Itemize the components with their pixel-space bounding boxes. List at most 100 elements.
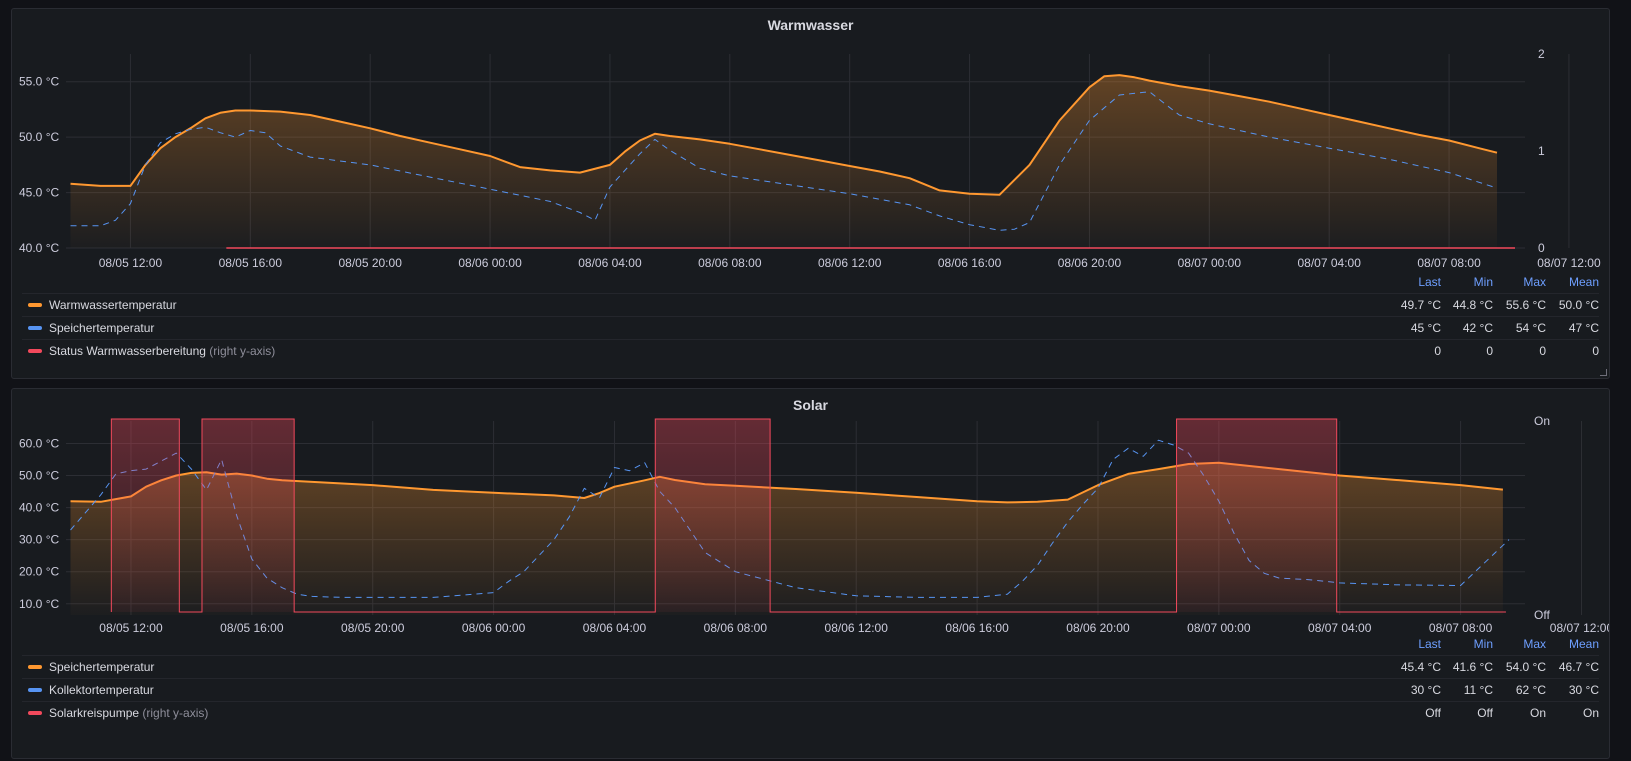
legend-color-swatch[interactable] <box>28 326 42 330</box>
panel-title[interactable]: Warmwasser <box>767 17 854 33</box>
y-left-tick-label: 45.0 °C <box>19 186 59 200</box>
warmwasser-legend: Last Min Max Mean Warmwassertemperatur 49… <box>22 273 1599 362</box>
x-tick-label: 08/06 04:00 <box>578 256 642 270</box>
legend-series-name[interactable]: Kollektortemperatur <box>49 683 154 697</box>
legend-row-warmwassertemperatur[interactable]: Warmwassertemperatur 49.7 °C 44.8 °C 55.6 °… <box>22 293 1599 316</box>
legend-value-max: 62 °C <box>1515 683 1546 697</box>
y-left-tick-label: 40.0 °C <box>19 241 59 255</box>
legend-color-swatch[interactable] <box>28 711 42 715</box>
legend-color-swatch[interactable] <box>28 349 42 353</box>
x-tick-label: 08/06 04:00 <box>583 621 647 635</box>
y-left-tick-label: 55.0 °C <box>19 75 59 89</box>
x-tick-label: 08/06 08:00 <box>698 256 762 270</box>
legend-value-min: Off <box>1477 706 1493 720</box>
y-left-tick-label: 40.0 °C <box>19 501 59 515</box>
pump-on-area <box>201 419 295 612</box>
x-tick-label: 08/05 20:00 <box>338 256 402 270</box>
y-left-tick-label: 20.0 °C <box>19 565 59 579</box>
legend-header: Last Min Max Mean <box>22 273 1599 293</box>
x-tick-label: 08/06 20:00 <box>1066 621 1130 635</box>
legend-value-min: 0 <box>1486 344 1493 358</box>
pump-on-area <box>655 419 771 612</box>
legend-header-min[interactable]: Min <box>1473 637 1493 651</box>
legend-series-name[interactable]: Solarkreispumpe (right y-axis) <box>49 706 208 720</box>
legend-value-max: 54.0 °C <box>1505 660 1546 674</box>
x-tick-label: 08/05 20:00 <box>341 621 405 635</box>
y-left-tick-label: 30.0 °C <box>19 533 59 547</box>
legend-series-name[interactable]: Speichertemperatur <box>49 321 154 335</box>
legend-series-label: Warmwassertemperatur <box>49 298 177 312</box>
series-solarkreispumpe <box>110 418 1506 613</box>
legend-header-mean[interactable]: Mean <box>1568 637 1599 651</box>
legend-header-max[interactable]: Max <box>1523 637 1546 651</box>
y-right-tick-label: Off <box>1534 608 1550 622</box>
legend-header-last[interactable]: Last <box>1418 637 1441 651</box>
x-tick-label: 08/05 12:00 <box>99 621 163 635</box>
legend-value-last: 0 <box>1434 344 1441 358</box>
legend-value-max: On <box>1529 706 1546 720</box>
legend-row-speichertemperatur[interactable]: Speichertemperatur 45.4 °C 41.6 °C 54.0 °C 4… <box>22 655 1599 678</box>
x-tick-label: 08/05 16:00 <box>219 256 283 270</box>
x-tick-label: 08/07 08:00 <box>1417 256 1481 270</box>
legend-series-label: Speichertemperatur <box>49 660 155 674</box>
legend-value-mean: 47 °C <box>1568 321 1599 335</box>
legend-header-max[interactable]: Max <box>1523 275 1546 289</box>
legend-header-min[interactable]: Min <box>1473 275 1493 289</box>
legend-value-min: 44.8 °C <box>1452 298 1493 312</box>
x-tick-label: 08/07 04:00 <box>1308 621 1372 635</box>
legend-value-mean: 50.0 °C <box>1558 298 1599 312</box>
series-warmwassertemperatur <box>70 74 1498 248</box>
x-tick-label: 08/06 12:00 <box>818 256 882 270</box>
legend-value-min: 11 °C <box>1463 683 1493 697</box>
series-line <box>70 74 1498 196</box>
x-tick-label: 08/06 20:00 <box>1058 256 1122 270</box>
legend-series-name[interactable]: Warmwassertemperatur <box>49 298 177 312</box>
legend-row-solarkreispumpe[interactable]: Solarkreispumpe (right y-axis) Off Off On On <box>22 701 1599 724</box>
x-tick-label: 08/07 04:00 <box>1297 256 1361 270</box>
x-tick-label: 08/05 16:00 <box>220 621 284 635</box>
solar-panel: Solar 10.0 °C 20.0 °C 30.0 °C 40.0 °C 50.0 °… <box>11 388 1610 759</box>
pump-state-line <box>110 418 1506 613</box>
legend-axis-note: (right y-axis) <box>139 706 209 720</box>
panel-title[interactable]: Solar <box>792 397 828 413</box>
legend-value-max: 0 <box>1539 344 1546 358</box>
y-left-tick-label: 10.0 °C <box>19 597 59 611</box>
legend-series-label: Status Warmwasserbereitung <box>49 344 206 358</box>
legend-header-mean[interactable]: Mean <box>1568 275 1599 289</box>
legend-value-last: 45.4 °C <box>1400 660 1441 674</box>
legend-series-name[interactable]: Speichertemperatur <box>49 660 154 674</box>
legend-row-speichertemperatur[interactable]: Speichertemperatur 45 °C 42 °C 54 °C 47 °C <box>22 316 1599 339</box>
legend-color-swatch[interactable] <box>28 665 42 669</box>
x-tick-label: 08/07 12:00 <box>1537 256 1601 270</box>
legend-value-mean: On <box>1582 706 1599 720</box>
legend-value-min: 42 °C <box>1462 321 1493 335</box>
x-tick-label: 08/06 16:00 <box>938 256 1002 270</box>
y-left-tick-label: 60.0 °C <box>19 436 59 450</box>
x-tick-label: 08/06 12:00 <box>825 621 889 635</box>
legend-value-min: 41.6 °C <box>1452 660 1493 674</box>
legend-value-mean: 0 <box>1592 344 1599 358</box>
warmwasser-chart[interactable]: 40.0 °C 45.0 °C 50.0 °C 55.0 °C 0 1 2 08/05 12:… <box>12 9 1609 279</box>
warmwasser-panel: Warmwasser 40.0 °C 45.0 °C 50.0 °C 55.0 °C 0… <box>11 8 1610 379</box>
legend-row-status-warmwasserbereitung[interactable]: Status Warmwasserbereitung (right y-axis… <box>22 339 1599 362</box>
legend-header: Last Min Max Mean <box>22 635 1599 655</box>
x-tick-label: 08/05 12:00 <box>99 256 163 270</box>
legend-color-swatch[interactable] <box>28 303 42 307</box>
series-area <box>70 462 1503 615</box>
legend-axis-note: (right y-axis) <box>205 344 276 358</box>
legend-series-label: Speichertemperatur <box>49 321 155 335</box>
x-tick-label: 08/07 00:00 <box>1178 256 1242 270</box>
solar-chart[interactable]: 10.0 °C 20.0 °C 30.0 °C 40.0 °C 50.0 °C 60.0 … <box>12 389 1609 659</box>
series-speichertemperatur <box>70 91 1498 231</box>
legend-series-label: Solarkreispumpe <box>49 706 140 720</box>
legend-series-name[interactable]: Status Warmwasserbereitung (right y-axis… <box>49 344 275 358</box>
legend-row-kollektortemperatur[interactable]: Kollektortemperatur 30 °C 11 °C 62 °C 30 °C <box>22 678 1599 701</box>
y-right-tick-label: 1 <box>1538 144 1545 158</box>
x-tick-label: 08/06 00:00 <box>458 256 522 270</box>
legend-header-last[interactable]: Last <box>1418 275 1441 289</box>
legend-color-swatch[interactable] <box>28 688 42 692</box>
resize-handle-icon[interactable] <box>1600 369 1607 376</box>
legend-value-mean: 30 °C <box>1568 683 1599 697</box>
pump-on-area <box>1176 419 1337 612</box>
x-tick-label: 08/06 08:00 <box>704 621 768 635</box>
